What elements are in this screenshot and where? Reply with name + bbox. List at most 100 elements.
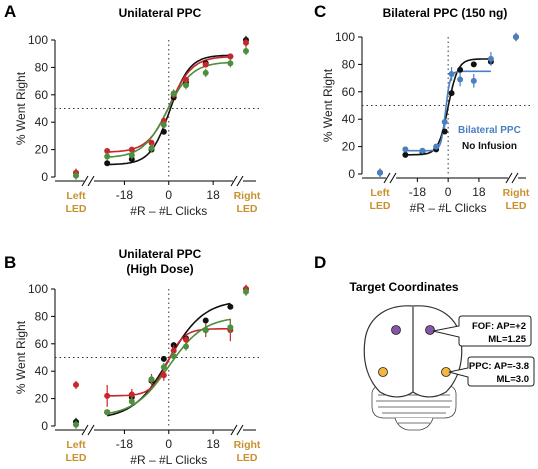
data-point-green	[202, 69, 209, 76]
chart-panel-b: 0 20 40 60 80 100 % Went Right -18 0 18 #R – #L Cl…	[14, 282, 261, 467]
axis-break-mark	[230, 424, 238, 436]
data-point-red	[73, 381, 79, 388]
data-point-green	[183, 82, 190, 89]
left-led-label-line2: LED	[66, 452, 87, 464]
y-tick-label-20: 20	[35, 392, 49, 406]
data-point-red	[104, 392, 111, 399]
axis-break-mark	[505, 172, 513, 184]
fof-coord-line1: FOF: AP=+2	[472, 321, 526, 332]
data-point-blue	[433, 143, 440, 150]
left-led-label-line2: LED	[370, 200, 391, 212]
data-point-blue	[419, 147, 426, 154]
data-point-green	[128, 398, 135, 405]
data-point-green	[227, 60, 234, 67]
data-point-green	[243, 288, 249, 295]
data-point-red	[148, 139, 155, 146]
y-tick-label-20: 20	[342, 140, 356, 154]
data-point-red	[128, 391, 135, 398]
data-point-green	[160, 364, 167, 371]
x-tick-label-18: 18	[206, 188, 220, 202]
data-point-green	[227, 324, 234, 331]
fit-curve-black	[107, 54, 231, 166]
data-point-black	[470, 61, 477, 68]
y-tick-label-60: 60	[342, 85, 356, 99]
y-tick-label-0: 0	[348, 167, 355, 181]
right-led-label-line1: Right	[234, 190, 261, 202]
panel-d-title: Target Coordinates	[349, 280, 458, 294]
data-point-black	[441, 128, 448, 135]
x-tick-label-18: 18	[472, 185, 486, 199]
y-tick-label-60: 60	[35, 337, 49, 351]
data-point-green	[170, 353, 177, 360]
data-point-red	[243, 39, 249, 46]
y-tick-label-20: 20	[35, 143, 49, 157]
chart-panel-a: 0 20 40 60 80 100 % Went Right -18 0 18 #R – #L Cl…	[14, 33, 261, 218]
fof-right-marker	[425, 325, 435, 335]
data-point-black	[448, 90, 455, 97]
y-tick-label-80: 80	[342, 57, 356, 71]
data-point-blue	[377, 169, 383, 176]
panel-letter-d: D	[314, 253, 326, 272]
data-point-black	[202, 317, 209, 324]
axis-break-mark	[511, 172, 519, 184]
panel-b-title-line2: (High Dose)	[126, 262, 193, 276]
y-tick-label-40: 40	[35, 115, 49, 129]
data-point-red	[160, 372, 167, 379]
data-point-blue	[448, 70, 455, 77]
data-point-red	[128, 146, 135, 153]
panel-letter-b: B	[4, 253, 16, 272]
data-point-green	[73, 421, 79, 428]
panel-letter-a: A	[4, 2, 16, 21]
axis-break-mark	[230, 175, 238, 187]
fit-curve-red	[107, 328, 231, 397]
y-tick-label-80: 80	[35, 60, 49, 74]
fit-curve-black	[405, 58, 491, 156]
axis-break-mark	[389, 172, 397, 184]
panel-c-title: Bilateral PPC (150 ng)	[383, 6, 508, 20]
data-point-black	[402, 151, 409, 158]
legend-bilateral-ppc: Bilateral PPC	[458, 125, 521, 136]
x-axis-label-a: #R – #L Clicks	[130, 204, 207, 218]
data-point-blue	[513, 34, 519, 40]
right-led-label-line1: Right	[234, 439, 261, 451]
data-point-red	[183, 76, 190, 83]
data-point-green	[170, 90, 177, 97]
panel-a-title: Unilateral PPC	[119, 6, 202, 20]
data-point-blue	[441, 118, 448, 125]
axis-break-mark	[87, 424, 95, 436]
ppc-coord-line2: ML=3.0	[497, 374, 529, 385]
right-led-label-line2: LED	[237, 452, 258, 464]
data-point-blue	[457, 76, 464, 83]
axis-break-mark	[81, 175, 89, 187]
data-point-green	[183, 343, 190, 350]
y-tick-label-60: 60	[35, 88, 49, 102]
data-point-blue	[487, 55, 494, 62]
right-led-label-line2: LED	[506, 200, 527, 212]
x-tick-label-0: 0	[165, 188, 172, 202]
data-point-green	[160, 121, 167, 128]
right-led-label-line1: Right	[503, 187, 530, 199]
axis-break-mark	[236, 175, 244, 187]
data-point-green	[73, 172, 79, 179]
panel-letter-c: C	[314, 2, 326, 21]
axis-break-mark	[383, 172, 391, 184]
right-led-label-line2: LED	[237, 203, 258, 215]
y-axis-label-a: % Went Right	[14, 71, 28, 145]
y-tick-label-40: 40	[342, 112, 356, 126]
y-tick-label-0: 0	[41, 170, 48, 184]
chart-panel-c: 0 20 40 60 80 100 % Went Right -18 0 18 #R – #L Cl…	[321, 30, 530, 215]
fof-coord-line2: ML=1.25	[488, 334, 526, 345]
data-point-black	[457, 66, 464, 73]
data-point-red	[227, 53, 234, 60]
brain-diagram: FOF: AP=+2 ML=1.25 PPC: AP=-3.8 ML=3.0	[363, 305, 535, 431]
axis-break-mark	[236, 424, 244, 436]
axis-break-mark	[87, 175, 95, 187]
x-axis-label-c: #R – #L Clicks	[410, 201, 487, 215]
data-point-red	[104, 147, 111, 154]
y-axis-label-c: % Went Right	[321, 68, 335, 142]
x-tick-label-0: 0	[165, 437, 172, 451]
x-tick-label-0: 0	[445, 185, 452, 199]
legend-no-infusion: No Infusion	[462, 141, 517, 152]
y-tick-label-40: 40	[35, 364, 49, 378]
